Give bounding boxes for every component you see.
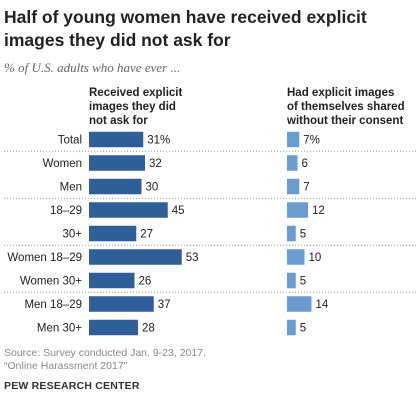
value-label-received: 32 xyxy=(149,158,162,170)
chart-row: Women 32 6 xyxy=(43,155,308,171)
bar-received xyxy=(89,202,168,218)
column-header-received: not ask for xyxy=(89,115,148,127)
row-label: Women 18–29 xyxy=(7,252,82,264)
value-label-shared: 12 xyxy=(312,205,325,217)
chart-row: Women 30+ 26 5 xyxy=(20,272,306,289)
value-label-shared: 14 xyxy=(316,299,329,311)
row-label: Women 30+ xyxy=(20,276,82,288)
row-label: Men xyxy=(60,182,82,194)
bar-received xyxy=(89,225,137,242)
source-note: Source: Survey conducted Jan. 9-23, 2017… xyxy=(4,347,206,373)
bar-received xyxy=(89,272,135,289)
chart-subtitle: % of U.S. adults who have ever ... xyxy=(4,60,181,75)
bar-shared xyxy=(287,225,296,242)
value-label-shared: 5 xyxy=(300,276,306,288)
column-header-shared: of themselves shared xyxy=(287,101,405,113)
column-header-received: Received explicit xyxy=(89,87,182,99)
column-header-received: images they did xyxy=(89,101,176,113)
bar-received xyxy=(89,249,182,265)
row-label: 18–29 xyxy=(50,205,82,217)
bar-shared xyxy=(287,296,312,312)
bar-shared xyxy=(287,155,298,171)
row-label: Men 18–29 xyxy=(24,299,82,311)
chart-title: Half of young women have received explic… xyxy=(4,7,367,50)
bar-received xyxy=(89,131,144,148)
bar-shared xyxy=(287,249,305,265)
chart-row: Men 30+ 28 5 xyxy=(37,319,306,336)
chart-area: Received explicit images they did not ask … xyxy=(4,87,416,336)
chart-row: Men 18–29 37 14 xyxy=(24,296,329,312)
column-header-shared: Had explicit images xyxy=(287,87,394,99)
chart-row: 18–29 45 12 xyxy=(50,202,325,218)
chart-row: Women 18–29 53 10 xyxy=(7,249,321,265)
bar-received xyxy=(89,155,145,171)
bar-received xyxy=(89,296,154,312)
bar-shared xyxy=(287,131,300,148)
row-label: 30+ xyxy=(62,229,82,241)
group-separators xyxy=(4,150,416,293)
value-label-shared: 6 xyxy=(302,158,308,170)
value-label-shared: 10 xyxy=(309,252,322,264)
column-headers: Received explicit images they did not ask … xyxy=(89,87,405,127)
value-label-received: 27 xyxy=(140,229,153,241)
row-label: Total xyxy=(58,135,82,147)
bar-shared xyxy=(287,202,308,218)
bar-shared xyxy=(287,272,296,289)
value-label-shared: 5 xyxy=(300,323,306,335)
value-label-received: 28 xyxy=(142,323,155,335)
value-label-received: 45 xyxy=(172,205,185,217)
chart-row: 30+ 27 5 xyxy=(62,225,306,242)
value-label-received: 30 xyxy=(146,182,159,194)
bar-shared xyxy=(287,319,296,336)
source-line: “Online Harassment 2017” xyxy=(4,360,128,372)
value-label-shared: 7% xyxy=(303,135,320,147)
bar-shared xyxy=(287,178,300,195)
chart-row: Total 31% 7% xyxy=(58,131,320,148)
bar-received xyxy=(89,319,138,336)
column-header-shared: without their consent xyxy=(286,115,403,127)
bar-received xyxy=(89,178,142,195)
source-line: Source: Survey conducted Jan. 9-23, 2017… xyxy=(4,347,206,359)
chart-row: Men 30 7 xyxy=(60,178,310,195)
value-label-received: 26 xyxy=(139,276,152,288)
footer-brand: PEW RESEARCH CENTER xyxy=(4,380,140,392)
value-label-received: 37 xyxy=(158,299,171,311)
row-label: Men 30+ xyxy=(37,323,82,335)
value-label-received: 31% xyxy=(147,135,170,147)
value-label-received: 53 xyxy=(186,252,199,264)
row-label: Women xyxy=(43,158,82,170)
value-label-shared: 5 xyxy=(300,229,306,241)
value-label-shared: 7 xyxy=(303,182,309,194)
